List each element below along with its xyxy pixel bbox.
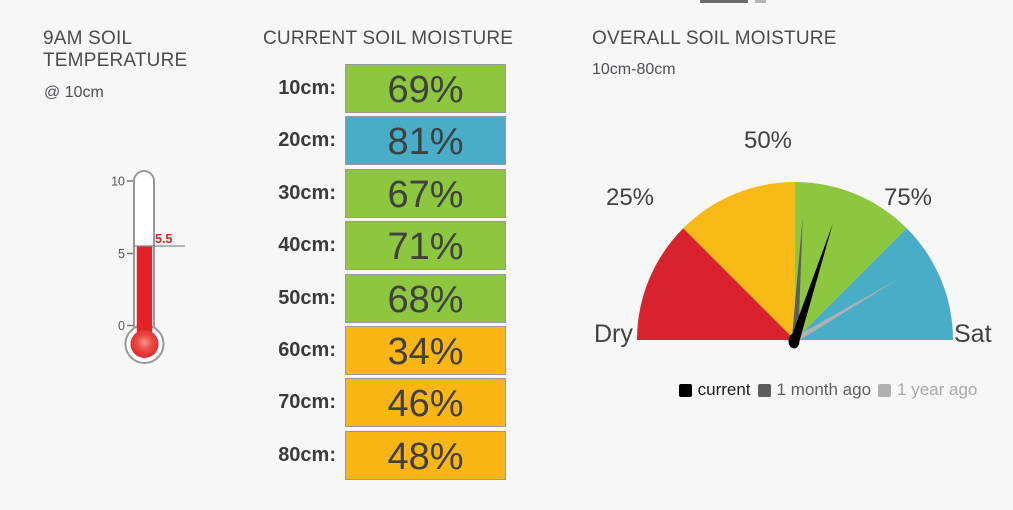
moisture-value-box: 46%: [345, 378, 506, 428]
moisture-value-box: 48%: [345, 430, 506, 480]
tick-label-0: 0: [118, 319, 125, 333]
moisture-value-box: 34%: [345, 325, 506, 375]
gauge-band: [683, 182, 795, 340]
legend-item-current[interactable]: current: [678, 380, 751, 400]
moisture-value: 69%: [387, 69, 464, 111]
gauge-band: [637, 228, 795, 340]
moisture-value-box: 69%: [345, 64, 506, 113]
moisture-row-40cm: 40cm: 71%: [263, 221, 508, 271]
depth-label: 70cm:: [278, 391, 336, 414]
moisture-row-20cm: 20cm: 81%: [263, 116, 508, 166]
moisture-table: 10cm: 69% 20cm: 81% 30cm: 67% 40cm: 71% …: [263, 64, 508, 483]
moisture-value-box: 71%: [345, 221, 506, 271]
tick-label-10: 10: [111, 175, 125, 189]
gauge-tick-50: 50%: [744, 127, 792, 154]
thermometer-bulb-fill: [130, 330, 159, 358]
temperature-panel-title: 9AM SOIL TEMPERATURE: [43, 28, 188, 71]
depth-label: 30cm:: [278, 181, 336, 204]
moisture-row-80cm: 80cm: 48%: [263, 430, 508, 480]
depth-label: 80cm:: [278, 443, 336, 466]
moisture-value: 46%: [387, 383, 464, 426]
gauge-max-label: Sat: [954, 320, 992, 348]
legend-label-1-year-ago: 1 year ago: [897, 380, 978, 399]
moisture-value-box: 81%: [345, 116, 506, 166]
legend-item-1-year-ago[interactable]: 1 year ago: [878, 380, 977, 400]
moisture-row-30cm: 30cm: 67%: [263, 168, 508, 218]
gauge-tick-75: 75%: [884, 184, 932, 211]
legend-swatch-1-year-ago: [878, 383, 892, 397]
gauge-legend: current 1 month ago 1 year ago: [618, 380, 1013, 400]
moisture-panel-title: CURRENT SOIL MOISTURE: [263, 28, 514, 49]
needle-hub: [788, 333, 800, 349]
moisture-row-70cm: 70cm: 46%: [263, 378, 508, 428]
moisture-row-50cm: 50cm: 68%: [263, 273, 508, 323]
gauge-tick-25: 25%: [606, 184, 654, 211]
cropped-top-bar-dark: [700, 0, 748, 3]
moisture-value: 81%: [387, 121, 464, 164]
depth-label: 60cm:: [278, 338, 336, 361]
depth-label: 40cm:: [278, 234, 336, 257]
moisture-value: 68%: [387, 278, 464, 321]
gauge-bands: [637, 182, 953, 340]
gauge-needle-current: [790, 223, 833, 342]
cropped-top-bar-light: [755, 0, 766, 3]
thermometer-chart: 10 5 0 5.5: [111, 170, 185, 364]
gauge-band: [795, 228, 953, 340]
moisture-row-60cm: 60cm: 34%: [263, 325, 508, 375]
moisture-value: 71%: [387, 226, 464, 269]
depth-label: 20cm:: [278, 129, 336, 152]
legend-item-1-month-ago[interactable]: 1 month ago: [757, 380, 872, 400]
overall-panel-title: OVERALL SOIL MOISTURE: [592, 28, 837, 49]
legend-swatch-current: [678, 383, 692, 397]
gauge-needle-1-month-ago: [791, 217, 803, 341]
gauge-needle-1-year-ago: [793, 278, 899, 343]
moisture-value: 67%: [387, 173, 464, 216]
temperature-value: 5.5: [155, 232, 172, 246]
overall-panel-subtitle: 10cm-80cm: [592, 61, 676, 78]
temperature-panel-subtitle: @ 10cm: [44, 84, 104, 101]
moisture-row-10cm: 10cm: 69%: [263, 64, 508, 113]
moisture-value-box: 67%: [345, 168, 506, 218]
gauge-min-label: Dry: [594, 320, 633, 348]
legend-swatch-1-month-ago: [757, 383, 771, 397]
tick-label-5: 5: [118, 247, 125, 261]
thermometer-fill: [136, 246, 153, 344]
depth-label: 10cm:: [278, 77, 336, 99]
legend-label-1-month-ago: 1 month ago: [776, 380, 872, 399]
gauge-needles: [790, 217, 899, 343]
moisture-value: 34%: [387, 330, 464, 373]
legend-label-current: current: [697, 380, 751, 399]
moisture-value: 48%: [387, 435, 464, 478]
gauge-band: [795, 182, 907, 340]
moisture-value-box: 68%: [345, 273, 506, 323]
overall-moisture-gauge: 25% 50% 75% Dry Sat: [594, 127, 992, 349]
depth-label: 50cm:: [278, 286, 336, 309]
